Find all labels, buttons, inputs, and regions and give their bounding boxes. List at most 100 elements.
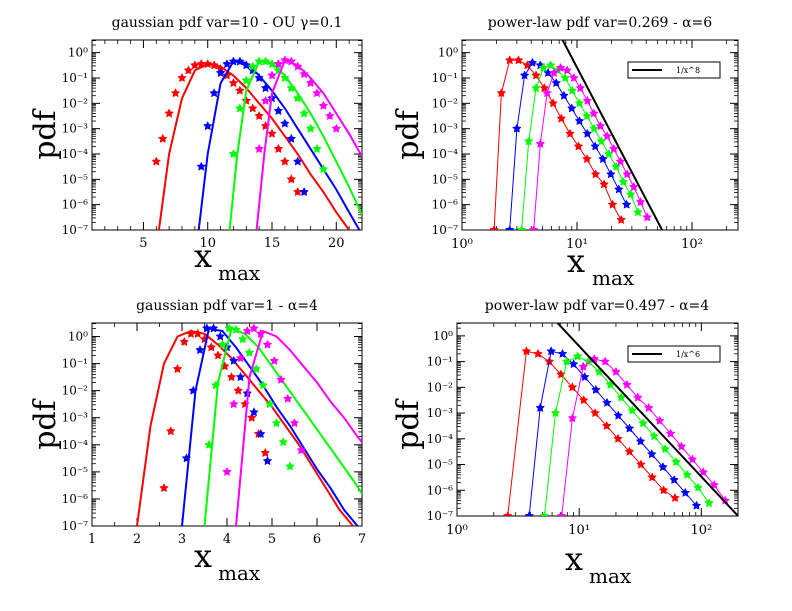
data-marker	[190, 60, 200, 70]
panel-gaussian-var10: gaussian pdf var=10 - OU γ=0.1 pdf x max…	[28, 15, 363, 285]
data-marker	[691, 500, 702, 510]
data-marker	[165, 426, 176, 436]
series-magenta-curve-line	[255, 59, 362, 230]
data-marker	[531, 70, 541, 80]
x-tick-label: 5	[268, 532, 276, 547]
data-marker	[671, 456, 681, 467]
data-marker	[267, 128, 277, 138]
data-marker	[278, 437, 289, 447]
data-marker	[611, 161, 621, 171]
data-marker	[575, 83, 586, 93]
data-marker	[590, 408, 600, 418]
data-marker	[276, 374, 286, 384]
data-marker	[603, 148, 614, 159]
data-marker	[285, 461, 295, 471]
y-tick-label: 10⁰	[68, 330, 88, 344]
data-marker	[535, 138, 546, 148]
data-marker	[289, 418, 300, 428]
y-tick-label: 10⁻³	[432, 122, 459, 136]
series-1-x-6-line	[556, 323, 738, 516]
data-marker	[262, 339, 273, 349]
data-marker	[600, 356, 610, 366]
data-marker	[255, 428, 266, 439]
data-marker	[709, 480, 720, 490]
data-marker	[179, 336, 190, 347]
data-marker	[226, 372, 237, 382]
data-marker	[228, 78, 239, 88]
data-marker	[606, 169, 616, 179]
data-marker	[206, 342, 217, 352]
data-marker	[628, 181, 639, 192]
data-marker	[591, 384, 601, 394]
data-marker	[633, 207, 643, 217]
data-marker	[624, 423, 635, 433]
data-marker	[249, 407, 259, 417]
data-marker	[271, 418, 282, 428]
data-marker	[582, 110, 592, 121]
data-marker	[615, 156, 626, 166]
y-axis-label: pdf	[28, 108, 63, 159]
data-marker	[557, 348, 568, 358]
data-marker	[607, 199, 618, 209]
y-tick-label: 10⁻⁴	[62, 438, 89, 452]
y-tick-label: 10⁻⁴	[62, 147, 89, 161]
data-marker	[569, 72, 579, 83]
data-marker	[244, 347, 255, 357]
data-marker	[215, 67, 226, 78]
data-marker	[512, 123, 522, 133]
data-marker	[159, 483, 169, 493]
data-marker	[292, 156, 303, 166]
data-marker	[280, 118, 290, 128]
data-marker	[646, 449, 657, 459]
x-tick-label: 4	[223, 532, 231, 547]
data-marker	[237, 334, 248, 344]
data-marker	[582, 154, 592, 164]
y-axis-label: pdf	[391, 398, 426, 449]
data-marker	[217, 339, 228, 349]
data-marker	[588, 108, 599, 118]
data-marker	[331, 123, 342, 133]
data-marker	[164, 108, 174, 118]
x-axis-label-subscript: max	[218, 261, 261, 285]
chart-title: gaussian pdf var=1 - α=4	[136, 298, 318, 314]
chart-title: gaussian pdf var=10 - OU γ=0.1	[112, 15, 343, 31]
data-marker	[573, 141, 584, 151]
chart-title: power-law pdf var=0.497 - α=4	[485, 298, 709, 314]
data-marker	[618, 176, 629, 186]
y-tick-label: 10⁻²	[427, 380, 454, 394]
data-marker	[693, 482, 703, 492]
data-marker	[665, 428, 676, 438]
x-tick-label: 10¹	[566, 237, 588, 252]
data-marker	[582, 95, 593, 105]
y-tick-label: 10⁻³	[62, 411, 89, 425]
data-marker	[280, 156, 290, 166]
data-marker	[299, 69, 309, 79]
data-marker	[590, 169, 601, 179]
x-tick-label: 6	[313, 532, 321, 547]
data-marker	[215, 331, 226, 341]
data-marker	[524, 510, 535, 516]
data-marker	[680, 487, 691, 497]
data-marker	[616, 214, 626, 224]
data-marker	[260, 95, 271, 105]
x-axis-label: x	[194, 237, 212, 275]
data-marker	[567, 413, 578, 423]
data-marker	[621, 199, 632, 209]
y-tick-label: 10⁻⁵	[432, 172, 459, 186]
data-marker	[698, 467, 709, 477]
data-marker	[312, 88, 322, 98]
data-marker	[574, 98, 585, 108]
data-marker	[660, 444, 671, 454]
data-marker	[282, 393, 293, 403]
x-tick-label: 15	[264, 236, 281, 251]
data-marker	[565, 128, 575, 138]
data-marker	[183, 65, 194, 75]
data-marker	[567, 85, 578, 95]
data-marker	[235, 85, 245, 95]
y-tick-label: 10⁻⁴	[432, 147, 459, 161]
data-marker	[235, 372, 246, 382]
x-tick-label: 3	[178, 532, 186, 547]
series-magenta-line	[561, 358, 726, 516]
data-marker	[528, 224, 539, 230]
